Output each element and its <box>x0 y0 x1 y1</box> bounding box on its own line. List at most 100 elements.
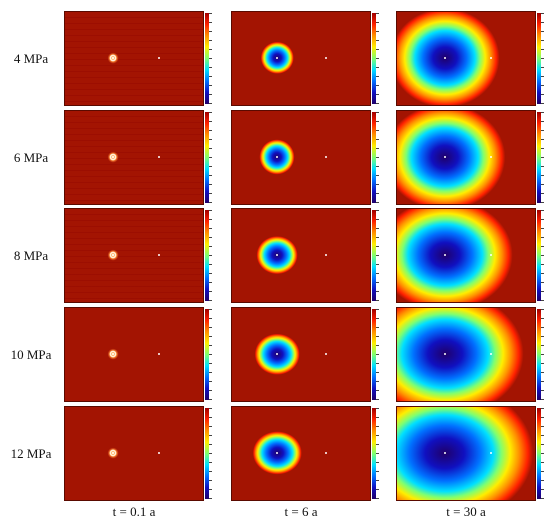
contour-panel-r5-c2 <box>231 406 379 501</box>
monitoring-point <box>325 254 328 256</box>
panel-border <box>396 307 536 402</box>
field-noise <box>64 11 204 106</box>
colorbar <box>205 408 209 499</box>
colorbar-ticks <box>376 408 379 499</box>
contour-panel-r4-c2 <box>231 307 379 402</box>
pressure-field <box>64 406 204 501</box>
panel-border <box>64 11 204 106</box>
panel-border <box>231 208 371 303</box>
injection-well-point <box>444 353 446 355</box>
panel-border <box>396 110 536 205</box>
injection-well-point <box>276 353 279 355</box>
colorbar-ticks <box>541 210 544 301</box>
injection-well-point <box>276 254 279 256</box>
colorbar-ticks <box>376 309 379 400</box>
monitoring-point <box>158 57 161 59</box>
colorbar <box>205 309 209 400</box>
colorbar-ticks <box>541 112 544 203</box>
colorbar-ticks <box>541 408 544 499</box>
monitoring-point <box>490 254 493 256</box>
injection-well-point <box>444 254 446 256</box>
colorbar <box>205 210 209 301</box>
colorbar <box>537 408 541 499</box>
panel-border <box>231 307 371 402</box>
injection-well-point <box>112 452 114 454</box>
contour-panel-r2-c2 <box>231 110 379 205</box>
monitoring-point <box>490 156 493 158</box>
pressure-contour <box>396 406 534 501</box>
colorbar-ticks <box>541 309 544 400</box>
monitoring-point <box>490 57 493 59</box>
contour-panel-r1-c1 <box>64 11 212 106</box>
panel-border <box>396 406 536 501</box>
colorbar <box>205 112 209 203</box>
colorbar-ticks <box>376 13 379 104</box>
contour-panel-r3-c3 <box>396 208 544 303</box>
monitoring-point <box>325 57 328 59</box>
pressure-field <box>231 208 371 303</box>
injection-well-point <box>444 57 446 59</box>
colorbar <box>537 13 541 104</box>
colorbar <box>372 408 376 499</box>
pressure-field <box>231 307 371 402</box>
injection-well-point <box>276 452 279 454</box>
contour-panel-r2-c3 <box>396 110 544 205</box>
monitoring-point <box>158 353 161 355</box>
contour-panel-r4-c3 <box>396 307 544 402</box>
colorbar-ticks <box>209 210 212 301</box>
colorbar <box>372 13 376 104</box>
colorbar-ticks <box>209 408 212 499</box>
pressure-field <box>64 307 204 402</box>
row-label-8mpa: 8 MPa <box>13 248 49 263</box>
colorbar-ticks <box>209 309 212 400</box>
panel-border <box>231 11 371 106</box>
contour-panel-r2-c1 <box>64 110 212 205</box>
injection-well-point <box>444 156 446 158</box>
col-label-t30: t = 30 a <box>446 504 486 519</box>
panel-border <box>64 208 204 303</box>
colorbar <box>537 210 541 301</box>
pressure-contour <box>396 11 500 106</box>
pressure-field <box>231 11 371 106</box>
contour-panel-r3-c2 <box>231 208 379 303</box>
panel-border <box>231 406 371 501</box>
monitoring-point <box>158 156 161 158</box>
monitoring-point <box>325 452 328 454</box>
injection-well-point <box>112 254 114 256</box>
row-label-12mpa: 12 MPa <box>10 446 52 461</box>
monitoring-point <box>325 156 328 158</box>
injection-well-point <box>444 452 446 454</box>
injection-well-point <box>112 353 114 355</box>
colorbar-ticks <box>209 112 212 203</box>
row-label-6mpa: 6 MPa <box>13 150 49 165</box>
contour-panel-r4-c1 <box>64 307 212 402</box>
pressure-contour <box>396 307 524 402</box>
monitoring-point <box>158 452 161 454</box>
injection-well-point <box>112 156 114 158</box>
monitoring-point <box>490 452 493 454</box>
contour-panel-r5-c1 <box>64 406 212 501</box>
monitoring-point <box>325 353 328 355</box>
pressure-contour <box>396 110 506 205</box>
colorbar <box>372 210 376 301</box>
contour-panel-r1-c2 <box>231 11 379 106</box>
injection-well-point <box>276 156 279 158</box>
colorbar <box>537 309 541 400</box>
panel-border <box>396 11 536 106</box>
injection-well-point <box>276 57 279 59</box>
colorbar <box>205 13 209 104</box>
contour-panel-r5-c3 <box>396 406 544 501</box>
row-label-4mpa: 4 MPa <box>13 51 49 66</box>
contour-panel-r3-c1 <box>64 208 212 303</box>
panel-border <box>64 307 204 402</box>
colorbar-ticks <box>209 13 212 104</box>
panel-border <box>396 208 536 303</box>
colorbar-ticks <box>376 210 379 301</box>
colorbar <box>372 112 376 203</box>
col-label-t6: t = 6 a <box>284 504 318 519</box>
panel-border <box>64 110 204 205</box>
field-noise <box>64 208 204 303</box>
colorbar <box>537 112 541 203</box>
monitoring-point <box>490 353 493 355</box>
row-label-10mpa: 10 MPa <box>10 347 52 362</box>
